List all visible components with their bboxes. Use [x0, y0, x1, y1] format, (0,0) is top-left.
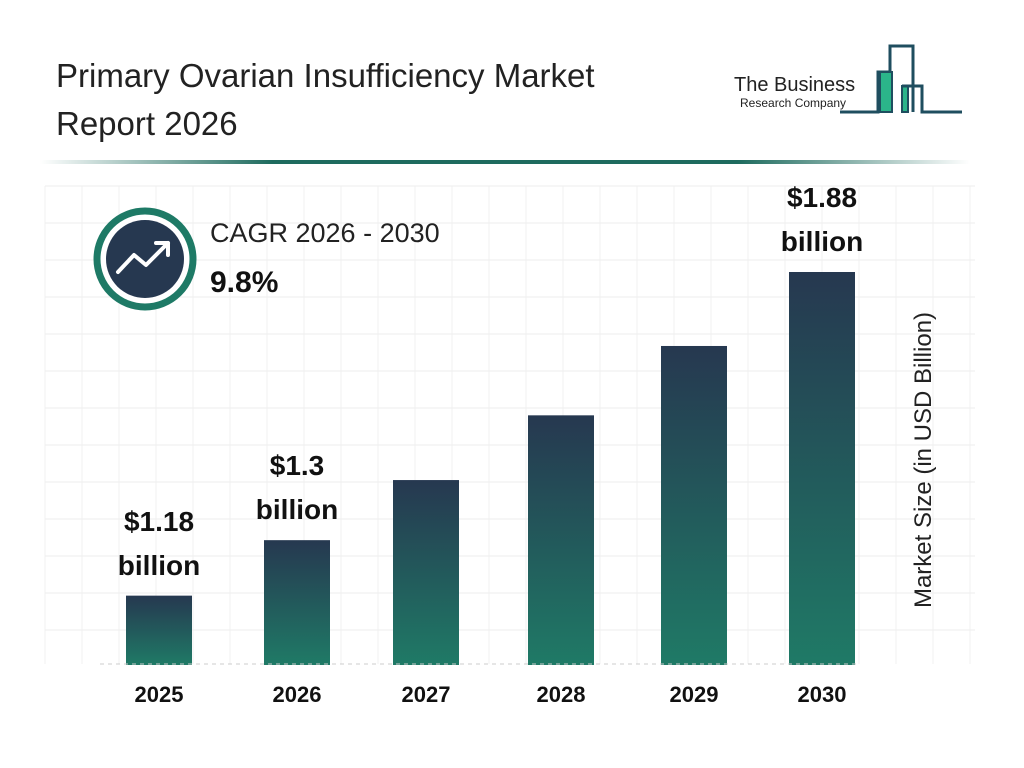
x-tick-label: 2028 [536, 682, 586, 707]
x-tick-label: 2029 [669, 682, 719, 707]
y-axis-label: Market Size (in USD Billion) [910, 311, 937, 609]
x-tick-label: 2025 [134, 682, 184, 707]
x-tick-label: 2030 [797, 682, 847, 707]
data-label: $1.18 billion [117, 505, 201, 581]
bar-2027 [393, 480, 459, 665]
bar-2029 [661, 345, 727, 665]
cagr-label: CAGR 2026 - 2030 [210, 218, 440, 248]
header-divider [40, 160, 970, 164]
logo-text: The Business [734, 74, 856, 96]
data-label: $1.3 billion [255, 450, 339, 526]
x-tick-label: 2026 [272, 682, 322, 707]
bars [126, 272, 855, 665]
bar-2028 [528, 415, 594, 665]
x-tick-label: 2027 [401, 682, 451, 707]
grid [44, 185, 975, 664]
cagr-value: 9.8% [210, 266, 279, 299]
cagr-badge-icon [93, 207, 197, 311]
data-label: $1.88 billion [780, 182, 864, 257]
logo-subtext: Research Company [740, 96, 847, 110]
bar-2026 [264, 540, 330, 665]
bar-2030 [789, 272, 855, 665]
page-title: Primary Ovarian Insufficiency Market Rep… [56, 57, 595, 142]
trending-up-icon [116, 241, 170, 274]
company-logo: The Business Research Company [730, 44, 970, 116]
bar-2025 [126, 595, 192, 665]
logo-buildings-icon [840, 44, 962, 114]
